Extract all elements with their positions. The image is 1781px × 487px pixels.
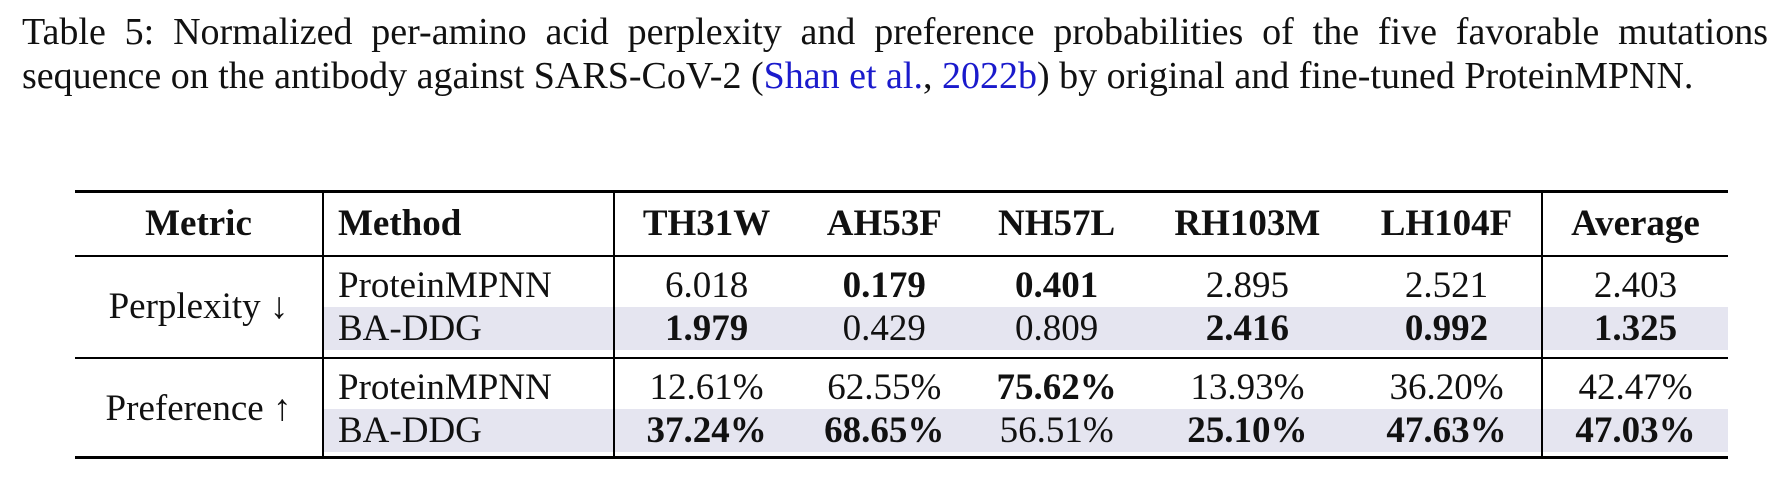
header-method: Method xyxy=(322,190,614,257)
value-cell: 75.62% xyxy=(996,366,1117,408)
value-cell: 6.018 xyxy=(612,263,799,307)
spacer-row xyxy=(75,255,1728,264)
method-cell: ProteinMPNN xyxy=(322,263,614,307)
caption-suffix: ) by original and fine-tuned ProteinMPNN… xyxy=(1036,55,1694,97)
value-cell: 12.61% xyxy=(612,365,799,409)
value-cell: 68.65% xyxy=(798,408,971,452)
value-cell: 0.401 xyxy=(1015,264,1099,306)
spacer-row xyxy=(75,451,1728,459)
value-cell: 13.93% xyxy=(1190,366,1305,408)
header-th31w: TH31W xyxy=(612,190,799,257)
table-row: BA-DDG 1.979 0.429 0.809 2.416 0.992 1.3… xyxy=(75,306,1728,350)
spacer-row xyxy=(75,357,1728,366)
value-cell: 36.20% xyxy=(1389,366,1504,408)
value-cell: 0.429 xyxy=(798,306,971,350)
citation-year-link[interactable]: 2022b xyxy=(941,55,1037,97)
caption-cite-separator: , xyxy=(922,55,942,97)
header-row: Metric Method TH31W AH53F NH57L RH103M L… xyxy=(75,190,1728,257)
table-row: Perplexity ↓ ProteinMPNN 6.018 0.179 0.4… xyxy=(75,263,1728,327)
header-rh103m: RH103M xyxy=(1142,190,1352,257)
spacer-row xyxy=(75,349,1728,359)
caption-prefix: Table 5: Normalized per-amino acid perpl… xyxy=(22,11,1768,97)
results-table: Metric Method TH31W AH53F NH57L RH103M L… xyxy=(75,190,1728,459)
method-cell: BA-DDG xyxy=(322,408,614,452)
table-row: BA-DDG 37.24% 68.65% 56.51% 25.10% 47.63… xyxy=(75,408,1728,452)
metric-perplexity: Perplexity ↓ xyxy=(108,286,289,327)
value-cell: 0.179 xyxy=(842,264,926,306)
value-cell: 2.403 xyxy=(1540,263,1728,307)
value-cell: 47.03% xyxy=(1540,408,1728,452)
value-cell: 0.992 xyxy=(1351,306,1542,350)
table-caption: Table 5: Normalized per-amino acid perpl… xyxy=(22,10,1768,98)
value-cell: 1.325 xyxy=(1540,306,1728,350)
method-cell: BA-DDG xyxy=(322,306,614,350)
header-metric: Metric xyxy=(75,190,323,257)
value-cell: 42.47% xyxy=(1540,365,1728,409)
citation-author-link[interactable]: Shan et al. xyxy=(763,55,923,97)
value-cell: 56.51% xyxy=(970,408,1143,452)
value-cell: 47.63% xyxy=(1351,408,1542,452)
value-cell: 1.979 xyxy=(612,306,799,350)
metric-preference: Preference ↑ xyxy=(105,388,292,429)
value-cell: 2.521 xyxy=(1404,264,1489,306)
header-average: Average xyxy=(1540,190,1728,257)
table-row: Preference ↑ ProteinMPNN 12.61% 62.55% 7… xyxy=(75,365,1728,429)
value-cell: 0.809 xyxy=(970,306,1143,350)
value-cell: 2.895 xyxy=(1205,264,1290,306)
value-cell: 37.24% xyxy=(612,408,799,452)
header-ah53f: AH53F xyxy=(798,190,971,257)
value-cell: 62.55% xyxy=(827,366,942,408)
header-nh57l: NH57L xyxy=(970,190,1143,257)
header-lh104f: LH104F xyxy=(1351,190,1542,257)
method-cell: ProteinMPNN xyxy=(322,365,614,409)
value-cell: 2.416 xyxy=(1142,306,1352,350)
value-cell: 25.10% xyxy=(1142,408,1352,452)
